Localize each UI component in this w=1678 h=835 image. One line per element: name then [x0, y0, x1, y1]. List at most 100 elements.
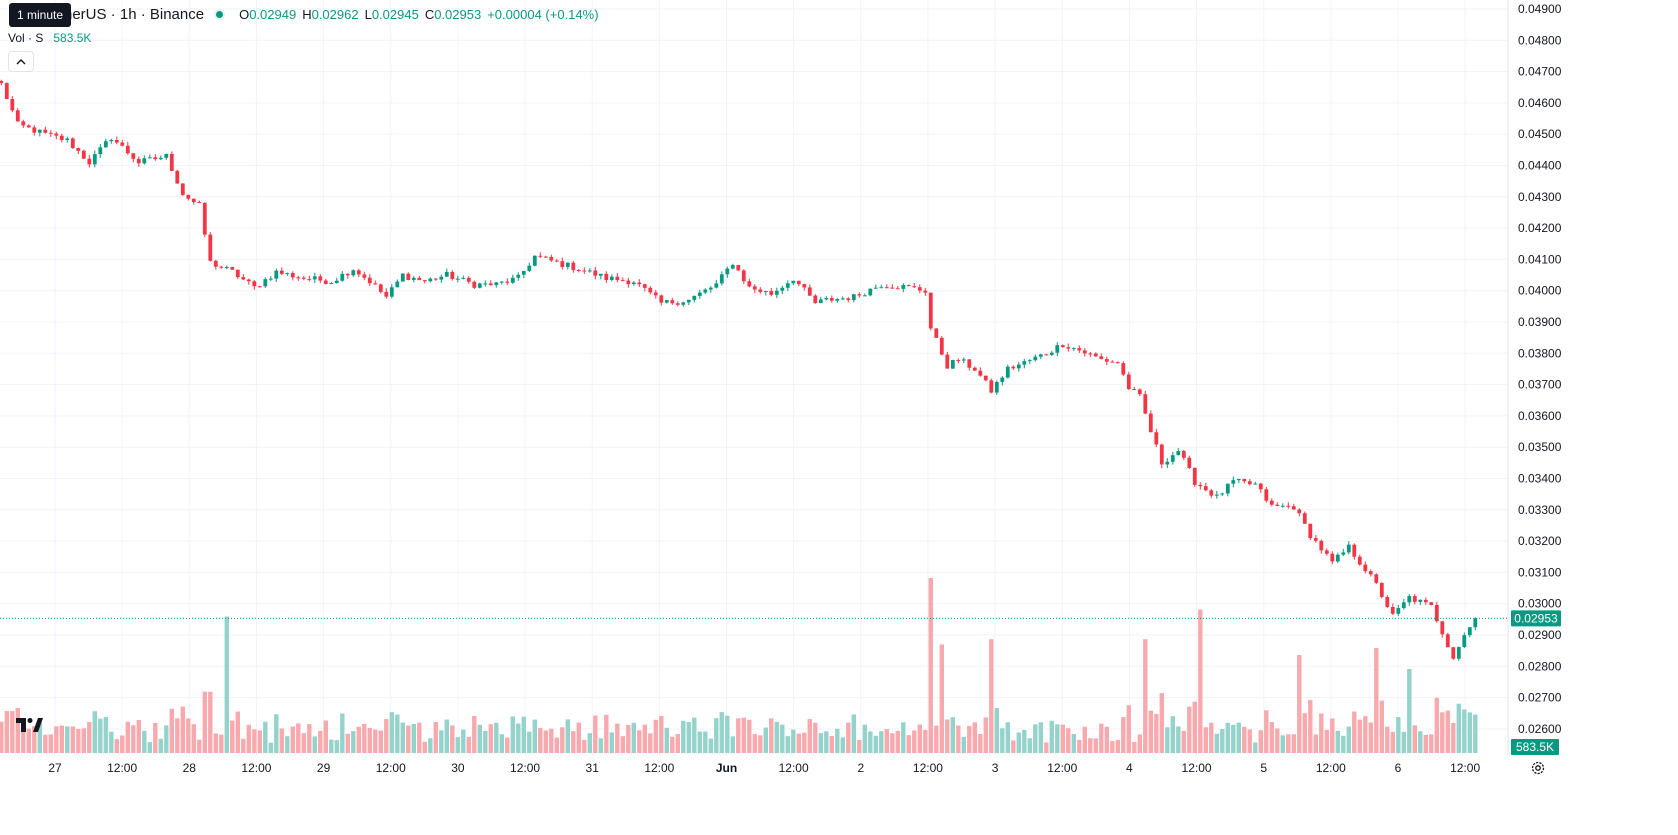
- price-tick-label: 0.04100: [1518, 252, 1562, 266]
- last-price-label: 0.02953: [1514, 611, 1558, 625]
- volume-bar: [1137, 734, 1142, 753]
- volume-bar: [318, 730, 323, 753]
- volume-bar: [1302, 713, 1307, 753]
- candle-body: [296, 277, 301, 279]
- price-tick-label: 0.03500: [1518, 440, 1562, 454]
- volume-bar: [983, 717, 988, 753]
- volume-bar: [758, 735, 763, 753]
- candle-body: [1429, 602, 1434, 606]
- candle-body: [741, 270, 746, 282]
- candle-body: [400, 273, 405, 282]
- candle-body: [1066, 347, 1071, 349]
- candle-body: [890, 287, 895, 289]
- candle-body: [235, 269, 240, 278]
- time-tick-label: 12:00: [1182, 761, 1212, 775]
- candle-body: [406, 273, 411, 280]
- time-tick-label: 5: [1260, 761, 1267, 775]
- tradingview-logo-icon[interactable]: [14, 712, 44, 736]
- volume-bar: [1330, 718, 1335, 753]
- volume-bar: [406, 725, 411, 753]
- volume-bar: [961, 736, 966, 753]
- volume-bar: [15, 707, 20, 753]
- volume-bar: [818, 733, 823, 753]
- volume-bar: [1214, 733, 1219, 753]
- volume-bar: [1280, 735, 1285, 753]
- candle-body: [384, 291, 389, 297]
- candle-body: [1423, 599, 1428, 603]
- candle-body: [576, 270, 581, 272]
- candle-body: [1225, 483, 1230, 494]
- candle-body: [1060, 345, 1065, 348]
- candle-body: [81, 150, 86, 159]
- candle-body: [719, 274, 724, 284]
- volume-bar: [1011, 740, 1016, 753]
- volume-bar: [1000, 728, 1005, 753]
- volume-bar: [197, 739, 202, 753]
- price-tick-label: 0.04400: [1518, 159, 1562, 173]
- volume-bar: [730, 736, 735, 753]
- candle-body: [1313, 538, 1318, 541]
- candle-body: [752, 286, 757, 290]
- candle-body: [158, 157, 163, 160]
- volume-bar: [345, 733, 350, 753]
- candle-body: [114, 140, 119, 143]
- gear-icon[interactable]: [1530, 760, 1546, 776]
- volume-bar: [1324, 729, 1329, 753]
- candle-body: [1082, 350, 1087, 354]
- volume-label[interactable]: Vol · S: [8, 31, 44, 45]
- volume-bar: [774, 721, 779, 753]
- candle-body: [659, 295, 664, 303]
- candle-body: [824, 298, 829, 300]
- collapse-legend-button[interactable]: [8, 51, 34, 72]
- volume-bar: [1071, 734, 1076, 753]
- time-axis[interactable]: 27 12:00 28 12:00 29 12:00 30 12:00 31 12:00 Jun 12…: [48, 761, 1480, 775]
- candle-body: [796, 280, 801, 285]
- candle-body: [758, 289, 763, 292]
- volume-bar: [538, 727, 543, 753]
- volume-bar: [747, 719, 752, 753]
- candle-body: [268, 278, 273, 280]
- candle-body: [609, 276, 614, 281]
- volume-bar: [1093, 738, 1098, 753]
- volume-bar: [1297, 655, 1302, 753]
- volume-bar: [945, 719, 950, 753]
- volume-bar: [356, 726, 361, 753]
- time-tick-label: 12:00: [1450, 761, 1480, 775]
- candle-body: [1209, 490, 1214, 496]
- candle-body: [494, 282, 499, 286]
- time-tick-label: 12:00: [1047, 761, 1077, 775]
- candle-body: [285, 273, 290, 275]
- volume-bar: [994, 708, 999, 753]
- candle-body: [147, 157, 152, 159]
- candle-body: [186, 194, 191, 199]
- volume-bar: [340, 713, 345, 753]
- candle-body: [1126, 374, 1131, 390]
- volume-bar: [609, 732, 614, 753]
- price-axis[interactable]: 0.04900 0.04800 0.04700 0.04600 0.04500 0.044…: [1518, 2, 1562, 736]
- candle-body: [37, 129, 42, 133]
- volume-bar: [873, 735, 878, 753]
- candle-body: [169, 153, 174, 171]
- candle-body: [362, 274, 367, 278]
- volume-bar: [499, 734, 504, 753]
- volume-bar: [587, 733, 592, 753]
- candle-body: [1159, 444, 1164, 465]
- candle-body: [1055, 345, 1060, 353]
- volume-bar: [1412, 725, 1417, 753]
- symbol-title[interactable]: herUS · 1h · Binance: [64, 6, 205, 23]
- candle-body: [488, 283, 493, 286]
- volume-bar: [884, 729, 889, 753]
- volume-bar: [208, 691, 213, 753]
- price-tick-label: 0.03300: [1518, 503, 1562, 517]
- volume-bar: [439, 730, 444, 753]
- volume-bar: [631, 722, 636, 753]
- candle-body: [54, 133, 59, 136]
- time-tick-label: 27: [48, 761, 62, 775]
- volume-bar: [1253, 742, 1258, 753]
- candle-body: [1022, 361, 1027, 365]
- volume-bar: [219, 734, 224, 753]
- volume-bar: [851, 714, 856, 753]
- candle-body: [1473, 618, 1478, 628]
- candle-body: [340, 273, 345, 281]
